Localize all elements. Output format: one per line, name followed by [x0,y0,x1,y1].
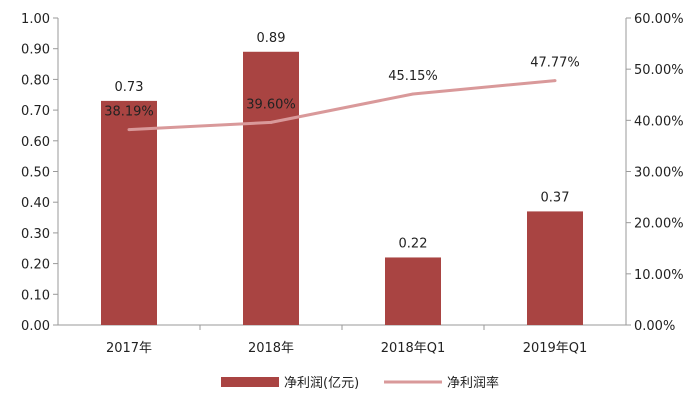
y-left-tick-label: 0.80 [21,73,50,88]
y-right-tick-label: 60.00% [634,12,684,27]
y-left-tick-label: 0.70 [21,104,50,119]
bar-value-label: 0.22 [399,236,428,251]
data-labels: 0.73 0.89 0.22 0.37 38.19% 39.60% 45.15% 47.77% [104,31,580,252]
y-left-tick-label: 0.00 [21,319,50,334]
legend-label-bar: 净利润(亿元) [284,376,359,391]
bar [243,51,299,326]
y-left-tick-label: 0.50 [21,166,50,181]
x-tick-label: 2018年Q1 [381,341,446,356]
y-right-tick-label: 20.00% [634,217,684,232]
line-value-label: 39.60% [246,97,296,112]
y-left-tick-label: 0.90 [21,43,50,58]
bar [527,211,583,325]
bar [385,257,441,325]
line-point [411,92,415,96]
legend: 净利润(亿元) 净利润率 [221,375,499,391]
y-left-tick-label: 0.10 [21,288,50,303]
x-tick-label: 2018年 [248,341,294,356]
y-right-tick-label: 40.00% [634,114,684,129]
line-path [128,79,556,132]
bar [101,100,157,325]
line-point [269,120,273,124]
line-series [127,79,557,132]
y-right-tick-label: 50.00% [634,63,684,78]
bar-value-label: 0.73 [115,80,144,95]
legend-swatch-bar [221,377,279,387]
y-left-tick-label: 1.00 [21,12,50,27]
y-right-tick-label: 10.00% [634,268,684,283]
y-right-tick-label: 30.00% [634,166,684,181]
axes: 0.00 0.10 0.20 0.30 0.40 0.50 0.60 0.70 0.80 0.90… [21,12,684,356]
bar-value-label: 0.89 [257,31,286,46]
line-value-label: 47.77% [530,56,580,71]
y-left-tick-label: 0.60 [21,135,50,150]
legend-label-line: 净利润率 [447,375,499,391]
y-left-tick-label: 0.40 [21,196,50,211]
line-value-label: 38.19% [104,105,154,120]
line-point [553,79,557,83]
bar-value-label: 0.37 [541,190,570,205]
y-right-tick-label: 0.00% [634,319,675,334]
line-value-label: 45.15% [388,69,438,84]
bar-series [101,51,583,326]
y-left-tick-label: 0.20 [21,258,50,273]
y-left-tick-label: 0.30 [21,227,50,242]
x-tick-label: 2017年 [106,341,152,356]
line-point [127,128,131,132]
x-tick-label: 2019年Q1 [523,341,588,356]
